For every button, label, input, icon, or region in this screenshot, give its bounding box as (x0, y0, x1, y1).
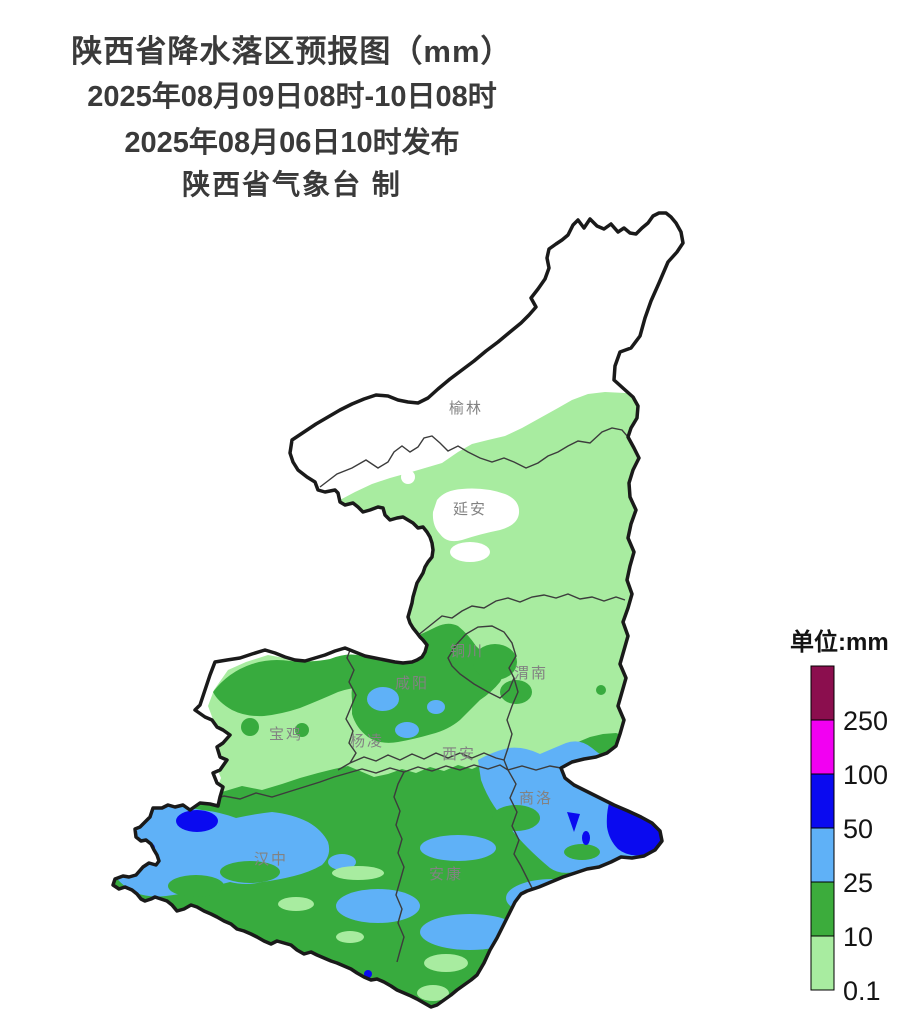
border-tongchuan (447, 625, 517, 699)
city-label-xianyang: 咸阳 (395, 675, 429, 692)
border-baoji-xianyang (345, 644, 357, 764)
rain-area-darkblue-hanzhong (176, 810, 218, 832)
border-xian-south-shangluo (347, 764, 533, 889)
border-xianyang-xian (337, 752, 505, 771)
rain-area-green-baoji-band (213, 654, 400, 717)
rain-area-green-tongchuan (473, 644, 517, 680)
legend-swatch-darkblue (810, 773, 835, 829)
legend-label-10: 10 (843, 922, 873, 952)
border-hanzhong-ankang (393, 771, 405, 963)
no-rain-hole-yanan (432, 488, 520, 542)
rain-area-blue-ankang-ne (584, 867, 636, 893)
rain-area-lightgreen-island-3 (336, 931, 364, 943)
rain-area-green-island-hanzhong (220, 861, 280, 883)
border-yanan-south (403, 593, 626, 651)
no-rain-hole-small-2 (322, 510, 344, 524)
city-labels: 榆林 延安 铜川 渭南 咸阳 宝鸡 杨凌 西安 商洛 汉中 安康 (254, 400, 553, 883)
rain-area-green-island-shangluo-1 (492, 805, 540, 831)
border-yulin-yanan (319, 427, 629, 488)
rain-area-blue-xianyang-1 (367, 687, 399, 711)
legend: 单位:mm 250 100 50 25 10 0.1 (790, 628, 889, 1006)
legend-label-0-1: 0.1 (843, 976, 881, 1006)
city-label-tongchuan: 铜川 (450, 643, 484, 660)
issuing-agency: 陕西省气象台 制 (182, 169, 402, 200)
legend-label-100: 100 (843, 760, 888, 790)
rain-area-lightgreen-island-1 (332, 866, 384, 880)
legend-label-25: 25 (843, 868, 873, 898)
city-label-hanzhong: 汉中 (254, 851, 288, 868)
rain-area-green-dot-1 (241, 718, 259, 736)
legend-swatch-magenta (810, 719, 835, 775)
legend-label-50: 50 (843, 814, 873, 844)
rain-area-blue-hanzhong-south (336, 889, 420, 923)
rain-area-green-weinan-west (500, 680, 532, 704)
border-weinan-shangluo (507, 765, 562, 771)
city-label-yanan: 延安 (453, 501, 487, 518)
issue-time: 2025年08月06日10时发布 (124, 127, 460, 159)
precip-fill-layers (113, 213, 683, 1007)
rain-area-blue-xianyang-3 (395, 722, 419, 738)
rain-area-lightgreen-island-7 (417, 985, 449, 1001)
city-label-ankang: 安康 (429, 866, 463, 883)
map-title: 陕西省降水落区预报图（mm） (71, 34, 513, 69)
legend-color-bar (810, 665, 835, 991)
legend-swatch-lightgreen (810, 935, 835, 991)
city-label-yangling: 杨凌 (350, 733, 384, 750)
rain-area-green-dot-3 (596, 685, 606, 695)
rain-area-green-island-panhandle (168, 875, 224, 897)
legend-label-250: 250 (843, 706, 888, 736)
city-label-baoji: 宝鸡 (269, 726, 303, 743)
no-rain-hole-small-1 (401, 470, 415, 484)
city-label-yulin: 榆林 (449, 400, 483, 417)
province-border (111, 211, 685, 1009)
rain-area-lightgreen-island-2 (278, 897, 314, 911)
rain-area-darkblue-dot-1 (582, 831, 590, 845)
legend-swatch-lightblue (810, 827, 835, 883)
prefecture-borders (207, 427, 629, 963)
rain-area-darkblue-triangle (567, 812, 580, 832)
rain-area-lightgreen-island-5 (549, 901, 571, 911)
rain-area-green-island-shangluo-2 (582, 760, 618, 780)
border-weinan-west (503, 677, 519, 771)
legend-swatch-green (810, 881, 835, 937)
legend-labels: 250 100 50 25 10 0.1 (843, 706, 888, 1006)
rain-area-blue-ankang-north (420, 835, 496, 861)
rain-area-green-island-shangluo-3 (564, 844, 600, 860)
no-rain-hole-yanan-south (450, 542, 490, 562)
border-baoji-hanzhong (207, 772, 349, 803)
rain-area-lightgreen-island-8 (495, 939, 515, 949)
forecast-period: 2025年08月09日08时-10日08时 (87, 81, 497, 113)
legend-swatch-maroon (810, 665, 835, 721)
rain-area-blue-south-small (494, 951, 522, 965)
city-label-weinan: 渭南 (514, 665, 548, 682)
legend-title: 单位:mm (790, 628, 889, 656)
rain-area-blue-hanzhong-mid (328, 854, 356, 870)
rain-area-blue-xianyang-2 (427, 700, 445, 714)
rain-area-lightgreen-island-6 (609, 884, 635, 894)
rain-area-lightgreen-island-4 (424, 954, 468, 972)
city-label-xian: 西安 (442, 746, 476, 763)
rain-area-green-dot-2 (295, 723, 309, 737)
city-label-shangluo: 商洛 (519, 790, 553, 807)
